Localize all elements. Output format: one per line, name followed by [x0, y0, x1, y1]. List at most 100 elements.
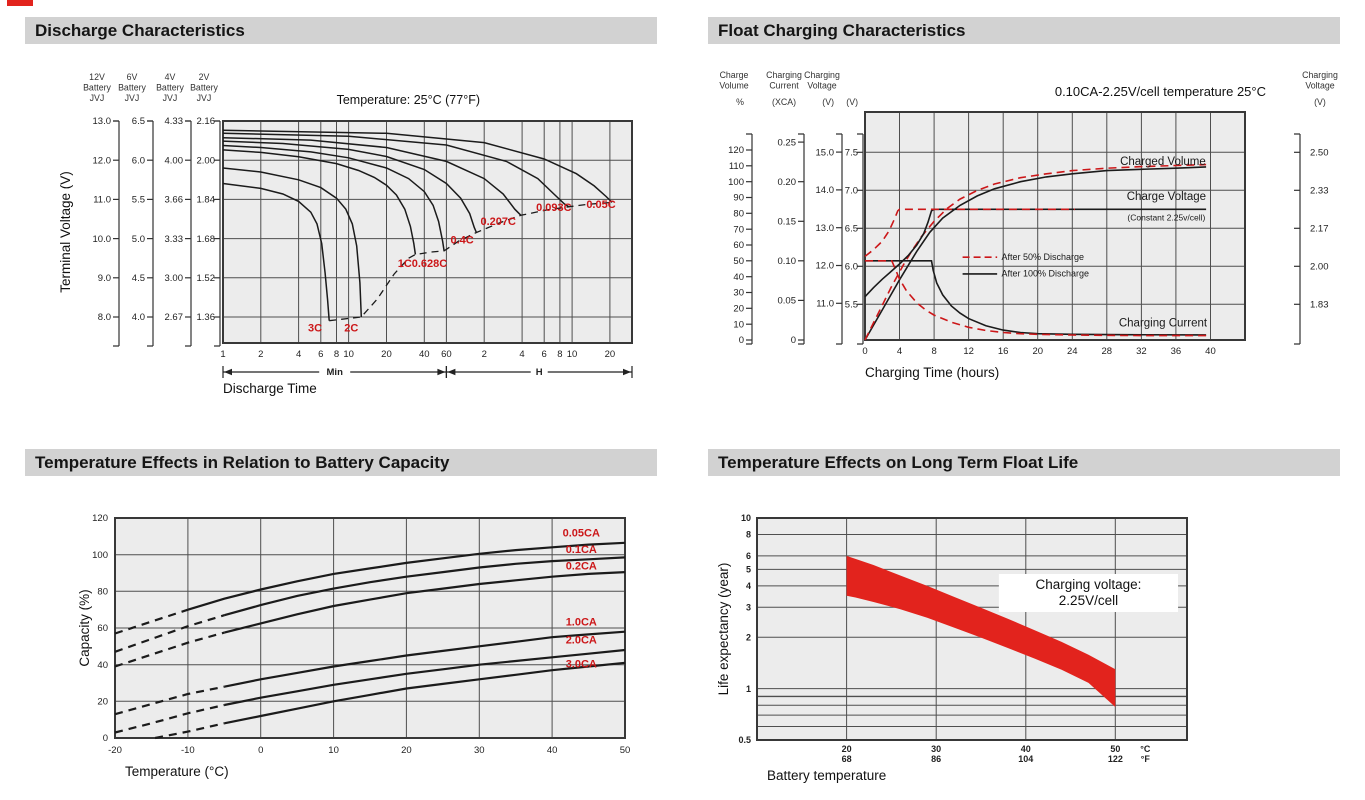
x-tick-fahrenheit: 122: [1108, 754, 1123, 764]
voltage-scale-0-tick-label: 11.0: [93, 195, 111, 206]
rate-label-0.4C: 0.4C: [450, 235, 473, 247]
left-scale-3-tick-label: 5.5: [845, 299, 858, 310]
left-scale-3-tick-label: 7.5: [845, 147, 858, 158]
left-scale-0-tick-label: 120: [728, 145, 744, 156]
voltage-scale-2-tick-label: 3.00: [165, 273, 184, 284]
y-tick-label: 20: [97, 697, 108, 708]
panel-float-charging: Float Charging Characteristics Charged V…: [708, 16, 1340, 406]
plot-background: [865, 112, 1245, 340]
x-tick-label: -20: [108, 745, 122, 756]
x-section-label: Min: [327, 367, 344, 378]
left-scale-2-tick-label: 14.0: [816, 185, 835, 196]
x-tick-label: 12: [963, 346, 974, 357]
left-scale-1-tick-label: 0.15: [778, 216, 797, 227]
left-scale-3-tick-label: 7.0: [845, 185, 858, 196]
x-tick-label: 40: [419, 349, 430, 360]
discharge-curve-0.207C: [222, 136, 522, 216]
voltage-scale-2-tick-label: 4.00: [165, 155, 184, 166]
annotation-box: [998, 574, 1179, 612]
x-tick-label: 50: [620, 745, 631, 756]
scale-header: Voltage: [807, 81, 836, 91]
capacity-curve-0.05CA: [187, 541, 626, 611]
rate-label-0.2CA: 0.2CA: [566, 560, 597, 572]
voltage-scale-0-hooks: [113, 120, 119, 347]
x-tick-fahrenheit: 86: [931, 754, 941, 764]
voltage-scale-1-hooks: [147, 120, 153, 347]
charge-voltage-after-100-curve: [864, 208, 1207, 298]
x-tick-label: 32: [1136, 346, 1147, 357]
x-tick-label: 20: [381, 349, 392, 360]
capacity-curve-dashed-2.0CA: [114, 703, 225, 734]
x-tick-label: 20: [605, 349, 616, 360]
y-axis-title: Capacity (%): [77, 589, 92, 666]
x-tick-label: 1: [220, 349, 225, 360]
left-scale-2-tick-label: 11.0: [816, 299, 834, 310]
life-expectancy-band: [846, 555, 1116, 707]
inplot-label: Charge Voltage: [1127, 191, 1206, 203]
x-tick-label: 8: [334, 349, 339, 360]
left-scale-0-tick-label: 60: [733, 240, 744, 251]
scale-header: Charge: [720, 70, 749, 80]
y-tick-label: 10: [741, 513, 751, 523]
right-scale-hooks: [1294, 133, 1300, 345]
float-charging-chart-svg: Charged Volume Charge Voltage (Constant 2.…: [719, 70, 1338, 380]
left-scale-2-hooks: [836, 133, 842, 345]
rate-label-0.05CA: 0.05CA: [563, 527, 600, 539]
capacity-curve-0.2CA: [224, 571, 626, 634]
panel-capacity-temperature: Temperature Effects in Relation to Batte…: [25, 448, 657, 795]
x-tick-label: 2: [482, 349, 487, 360]
x-unit-fahrenheit: °F: [1141, 754, 1151, 764]
x-tick-label: 10: [567, 349, 578, 360]
voltage-scale-2-tick-label: 3.66: [165, 195, 184, 206]
y-tick-label: 80: [97, 587, 108, 598]
left-scale-3-tick-label: 6.5: [845, 223, 858, 234]
y-tick-label: 0.5: [738, 735, 751, 745]
x-tick-label: 6: [542, 349, 547, 360]
capacity-curve-dashed-0.2CA: [114, 631, 225, 668]
left-scale-3-hooks: [857, 133, 863, 345]
inplot-label: Charged Volume: [1120, 156, 1206, 168]
inplot-label: Charging Current: [1119, 317, 1208, 329]
voltage-scale-2-tick-label: 3.33: [165, 234, 184, 245]
x-unit-celsius: °C: [1140, 744, 1151, 754]
corner-red-mark: [7, 0, 33, 6]
x-tick-label: 6: [318, 349, 323, 360]
discharge-curve-0.05C: [222, 129, 613, 203]
capacity-curve-1.0CA: [224, 630, 626, 688]
scale-header: Battery: [83, 83, 111, 93]
x-tick-label: 28: [1102, 346, 1113, 357]
x-tick-label: 20: [1032, 346, 1043, 357]
section-label-mask: [319, 366, 351, 378]
left-scale-0-tick-label: 0: [739, 335, 744, 346]
capacity-curve-3.0CA: [224, 661, 626, 725]
charging-current-after-50-curve: [865, 260, 1207, 337]
scale-header: Current: [769, 81, 799, 91]
discharge-curve-1C: [222, 149, 417, 255]
voltage-scale-0-tick-label: 13.0: [93, 116, 112, 127]
cutoff-voltage-locus: [329, 201, 613, 322]
x-tick-label: 10: [328, 745, 339, 756]
y-tick-label: 120: [92, 513, 108, 524]
capacity-curve-0.1CA: [224, 556, 626, 617]
scale-header: JVJ: [90, 93, 105, 103]
capacity-curve-dashed-0.05CA: [114, 608, 189, 635]
float-charging-chart: Charged Volume Charge Voltage (Constant 2.…: [708, 16, 1340, 406]
x-tick-label: 8: [931, 346, 936, 357]
x-tick-label: 10: [343, 349, 354, 360]
y-tick-label: 40: [97, 660, 108, 671]
section-title-float-life: Temperature Effects on Long Term Float L…: [708, 449, 1340, 476]
x-tick-label: 16: [998, 346, 1009, 357]
voltage-scale-1-tick-label: 5.5: [132, 195, 145, 206]
voltage-scale-1-tick-label: 4.5: [132, 273, 145, 284]
voltage-scale-0-tick-label: 9.0: [98, 273, 111, 284]
voltage-scale-2-tick-label: 4.33: [165, 116, 184, 127]
rate-label-1.0CA: 1.0CA: [566, 616, 597, 628]
x-tick-label: 2: [258, 349, 263, 360]
voltage-scale-3-tick-label: 1.36: [197, 312, 216, 323]
panel-discharge: Discharge Characteristics 3C 2C 1C 0.628C 0.…: [25, 16, 657, 406]
discharge-curve-0.4C: [222, 140, 478, 233]
voltage-scale-0-tick-label: 12.0: [93, 155, 112, 166]
left-scale-0-tick-label: 30: [733, 288, 744, 299]
y-tick-label: 100: [92, 550, 108, 561]
